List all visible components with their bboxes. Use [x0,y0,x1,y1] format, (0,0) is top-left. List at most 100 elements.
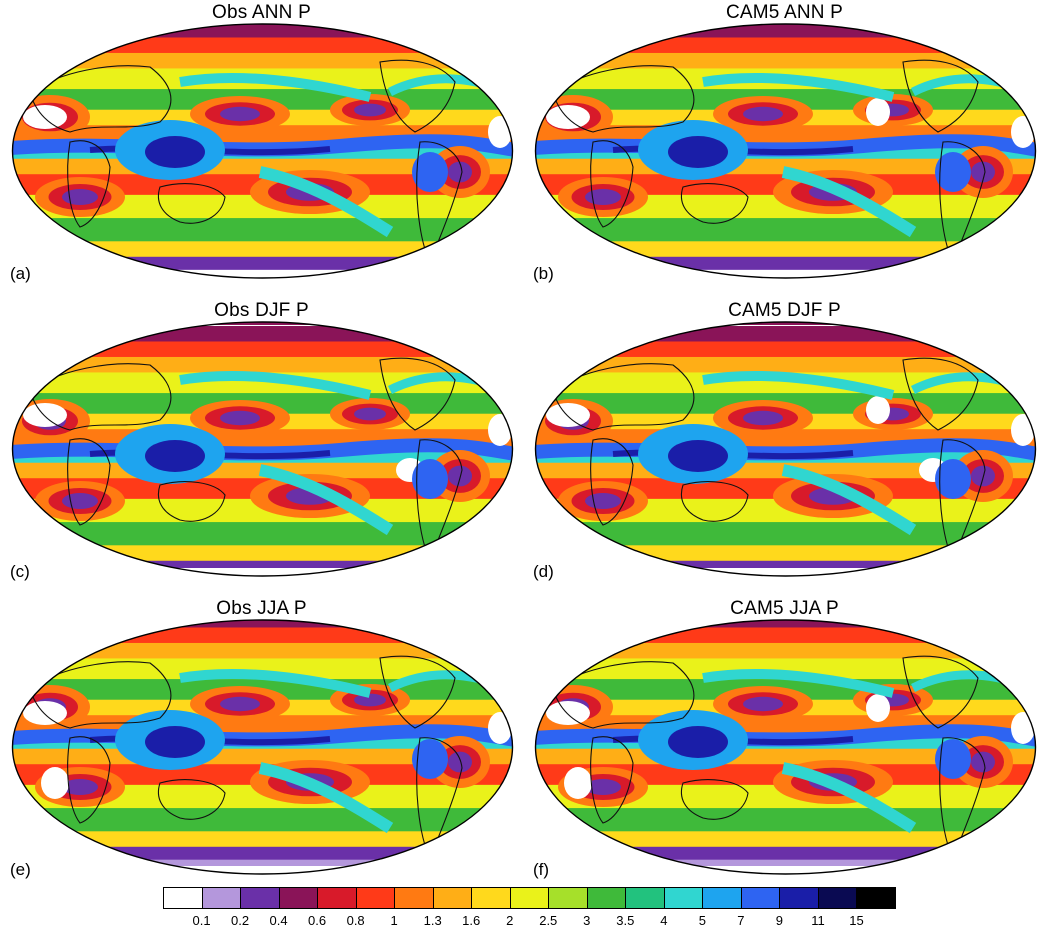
colorbar-swatch [240,887,280,909]
map-outline [534,321,1037,577]
colorbar-tick-label: 2.5 [539,913,558,928]
colorbar-swatch [625,887,665,909]
precip-map [11,321,514,577]
coastline [416,439,463,562]
colorbar-swatch [817,887,858,909]
precip-map [11,619,514,875]
colorbar-tick-label: 0.4 [269,913,288,928]
panel-label: (f) [533,860,550,879]
map-panel-a: Obs ANN P (a) [0,0,523,300]
colorbar-tick-label: 0.6 [308,913,327,928]
coastline [379,655,456,729]
map-outline [11,23,514,279]
coastline [902,59,979,133]
map-panel-e: Obs JJA P (e) [0,596,523,896]
coastline [680,779,749,820]
coastline [552,661,695,729]
colorbar-tick-label: 1 [390,913,398,928]
colorbar-swatch [201,887,242,909]
colorbar-tick-label: 0.8 [346,913,365,928]
colorbar-swatch [163,887,203,909]
coastline [416,141,463,264]
colorbar-tick-label: 0.2 [231,913,250,928]
coastline [939,737,986,860]
map-panel-c: Obs DJF P (c) [0,298,523,598]
map-panel-d: CAM5 DJF P (d) [523,298,1046,598]
coastline [552,65,695,133]
coastline [902,357,979,431]
panel-label: (c) [10,562,30,581]
colorbar-swatch [355,887,396,909]
coastline [680,183,749,224]
coastline [157,183,226,224]
colorbar-tick-label: 1.3 [423,913,442,928]
precip-map [534,321,1037,577]
panel-label: (d) [533,562,554,581]
colorbar-tick-label: 0.1 [192,913,211,928]
colorbar-swatch [663,887,704,909]
colorbar-swatch [317,887,357,909]
precip-map [534,23,1037,279]
panel-label: (e) [10,860,31,879]
colorbar-swatch [548,887,588,909]
coastline [67,438,111,526]
colorbar-swatch [779,887,819,909]
panel-title: CAM5 JJA P [730,598,839,619]
coastline [379,59,456,133]
colorbar-swatch [278,887,319,909]
map-outline [534,23,1037,279]
colorbar-tick-label: 11 [811,913,825,928]
coastline [29,661,172,729]
colorbar-swatch [740,887,781,909]
coastline [379,357,456,431]
coastline [157,779,226,820]
colorbar-tick-label: 3.5 [616,913,635,928]
coastline [416,737,463,860]
precip-map [534,619,1037,875]
panel-label: (a) [10,264,31,283]
colorbar-swatch [509,887,550,909]
precip-field [12,322,513,576]
coastline [590,438,634,526]
precip-map [11,23,514,279]
panel-title: CAM5 ANN P [725,2,844,23]
colorbar-swatch [702,887,742,909]
coastline [939,439,986,562]
colorbar-tick-label: 2 [506,913,514,928]
colorbar-tick-label: 5 [698,913,706,928]
precip-field [535,620,1036,874]
coastline [902,655,979,729]
colorbar-tick-label: 3 [583,913,591,928]
precip-field [535,24,1036,278]
panel-title: Obs ANN P [212,2,311,23]
colorbar-tick-label: 9 [775,913,784,928]
precip-field [12,24,513,278]
panel-title: CAM5 DJF P [728,300,841,321]
coastline [552,363,695,431]
coastline [157,481,226,522]
colorbar-tick-label: 7 [737,913,745,928]
coastline [680,481,749,522]
colorbar-swatch [856,887,896,909]
coastline [939,141,986,264]
map-outline [534,619,1037,875]
coastline [29,363,172,431]
colorbar-tick-label: 4 [660,913,668,928]
coastline [67,140,111,228]
colorbar-tick-label: 1.6 [462,913,481,928]
colorbar-swatch [471,887,511,909]
coastline [29,65,172,133]
colorbar-swatch [586,887,627,909]
panel-title: Obs JJA P [216,598,307,619]
map-panel-b: CAM5 ANN P (b) [523,0,1046,300]
coastline [590,736,634,824]
coastline [67,736,111,824]
map-outline [11,619,514,875]
colorbar-swatch [394,887,434,909]
panel-label: (b) [533,264,554,283]
map-outline [11,321,514,577]
colorbar-legend: 0.1 0.2 0.4 0.6 0.8 1 1.3 1.6 2 2.5 3 3.5 4 5 7 9 11 15 [163,887,896,928]
colorbar-swatch [432,887,473,909]
panel-title: Obs DJF P [214,300,309,321]
coastline [590,140,634,228]
